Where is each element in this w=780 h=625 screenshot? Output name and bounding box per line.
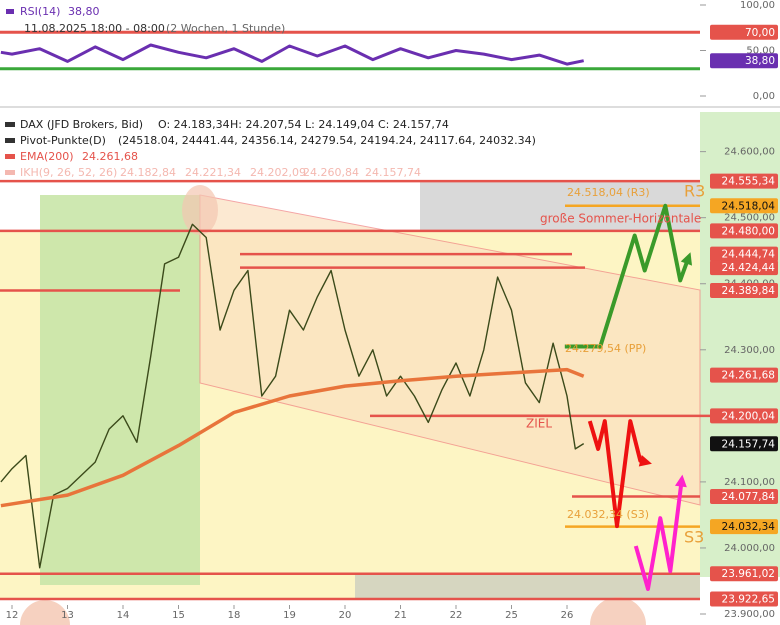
x-tick-label: 21 (394, 610, 407, 621)
legend-text: O: 24.183,34 (158, 118, 230, 131)
level-box (710, 519, 778, 535)
annotation: S3 (684, 528, 704, 547)
level-box (710, 223, 778, 239)
legend-text: EMA(200) (20, 150, 74, 163)
series-line (0, 367, 585, 508)
level-label: 38,80 (745, 55, 775, 67)
y-tick-label: 24.100,00 (724, 477, 775, 488)
y-tick-label: 24.300,00 (724, 345, 775, 356)
legend-name: RSI(14) (20, 5, 60, 18)
x-tick-label: 15 (172, 610, 185, 621)
level-box (710, 489, 778, 505)
zone-green (40, 195, 200, 585)
series-line (0, 223, 585, 569)
legend-text: (24518.04, 24441.44, 24356.14, 24279.54,… (118, 134, 536, 147)
trend-channel (199, 194, 701, 506)
level-box (710, 173, 778, 189)
x-tick-label: 26 (561, 610, 574, 621)
arrow-head (680, 252, 693, 266)
level-label: 24.032,34 (722, 521, 776, 533)
level-label: 24.389,84 (722, 285, 776, 297)
ichimoku-cloud (182, 185, 218, 235)
x-tick-label: 25 (505, 610, 518, 621)
legend-text: DAX (JFD Brokers, Bid) (20, 118, 143, 131)
legend-text: 24.260,84 (303, 166, 359, 179)
legend-value: 38,80 (68, 5, 100, 18)
legend-text: H: 24.207,54 (230, 118, 301, 131)
level-label: 24.555,34 (722, 176, 776, 188)
level-box (710, 24, 778, 40)
level-label: 24.157,74 (722, 438, 776, 450)
x-tick-label: 12 (6, 610, 19, 621)
level-box (710, 282, 778, 298)
y-tick-label: 100,00 (740, 0, 775, 11)
legend-text: 24.202,09 (250, 166, 306, 179)
level-box (710, 53, 778, 69)
x-tick-label: 22 (450, 610, 463, 621)
legend-text: 24.182,84 (120, 166, 176, 179)
y-tick-label: 24.000,00 (724, 543, 775, 554)
x-tick-label: 20 (339, 610, 352, 621)
legend-swatch (6, 9, 14, 14)
level-box (710, 367, 778, 383)
zone-gray-bottom (355, 575, 700, 598)
legend-text: IKH(9, 26, 52, 26) (20, 166, 117, 179)
y-tick-label: 24.600,00 (724, 147, 775, 158)
level-box (710, 198, 778, 214)
annotation: ZIEL (526, 417, 552, 431)
level-label: 24.424,44 (722, 262, 776, 274)
y-tick-label: 24.500,00 (724, 213, 775, 224)
arrow-head (674, 474, 687, 488)
series-line (633, 478, 684, 591)
level-label: 24.261,68 (722, 370, 775, 382)
x-tick-label: 14 (117, 610, 130, 621)
level-label: 23.922,65 (722, 594, 775, 606)
x-tick-label: 13 (61, 610, 74, 621)
ichimoku-cloud (20, 600, 70, 625)
subtitle: 11.08.2025 18:00 - 08:00 (24, 22, 165, 35)
subtitle-note: (2 Wochen, 1 Stunde) (166, 22, 285, 35)
level-label: 23.961,02 (722, 568, 775, 580)
level-box (710, 408, 778, 424)
legend-swatch (5, 138, 15, 143)
level-label: 24.444,74 (722, 249, 776, 261)
legend-text: 24.157,74 (365, 166, 421, 179)
legend-swatch (5, 122, 15, 127)
level-box (710, 260, 778, 276)
y-tick-label: 23.900,00 (724, 609, 775, 620)
annotation: 24.032,34 (S3) (567, 508, 649, 521)
annotation: 24.518,04 (R3) (567, 186, 650, 199)
legend-swatch (5, 170, 15, 175)
level-box (710, 566, 778, 582)
ichimoku-cloud (590, 597, 646, 625)
level-label: 24.200,04 (722, 410, 776, 422)
legend-text: C: 24.157,74 (378, 118, 449, 131)
legend-text: 24.261,68 (82, 150, 138, 163)
legend-text: Pivot-Punkte(D) (20, 134, 106, 147)
series-line (564, 203, 691, 349)
level-box (710, 246, 778, 262)
x-tick-label: 19 (283, 610, 296, 621)
level-label: 24.077,84 (722, 491, 776, 503)
level-box (710, 591, 778, 607)
legend-text: L: 24.149,04 (305, 118, 374, 131)
annotation: 24.279,54 (PP) (565, 342, 646, 355)
x-tick-label: 18 (228, 610, 241, 621)
level-box (710, 436, 778, 452)
level-label: 24.518,04 (722, 200, 776, 212)
legend-text: 24.221,34 (185, 166, 241, 179)
annotation: R3 (684, 182, 705, 201)
y-tick-label: 0,00 (753, 91, 775, 102)
level-label: 70,00 (745, 27, 775, 39)
y-tick-label: 50,00 (746, 46, 775, 57)
series-line (0, 43, 584, 66)
arrow-head (638, 454, 652, 467)
annotation: große Sommer-Horizontale (540, 212, 701, 226)
legend-swatch (5, 154, 15, 159)
level-label: 24.480,00 (722, 225, 775, 237)
